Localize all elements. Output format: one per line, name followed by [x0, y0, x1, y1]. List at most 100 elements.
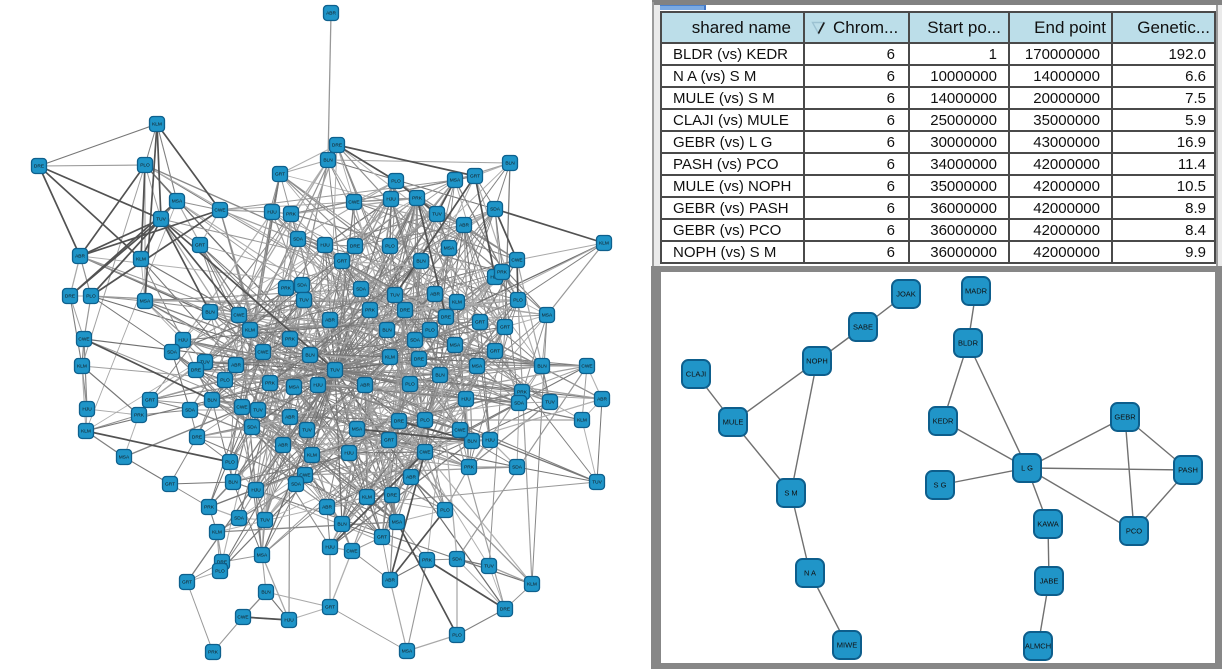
svg-text:BLN: BLN	[228, 480, 238, 486]
svg-text:PRK: PRK	[134, 413, 145, 419]
svg-text:HJU: HJU	[325, 545, 335, 551]
svg-text:DRE: DRE	[350, 244, 360, 250]
svg-text:TUV: TUV	[302, 428, 312, 434]
svg-text:GRT: GRT	[377, 535, 387, 541]
svg-text:SDA: SDA	[291, 482, 302, 488]
svg-text:ABR: ABR	[231, 363, 241, 369]
svg-text:PRK: PRK	[208, 650, 219, 656]
svg-text:BLN: BLN	[537, 364, 547, 370]
svg-text:KEDR: KEDR	[933, 417, 954, 426]
svg-text:CWE: CWE	[237, 615, 248, 621]
svg-text:BLN: BLN	[382, 328, 392, 334]
svg-text:SDA: SDA	[356, 287, 367, 293]
svg-text:GRT: GRT	[145, 398, 155, 404]
svg-text:TUV: TUV	[545, 400, 555, 406]
svg-text:L G: L G	[1021, 464, 1033, 473]
svg-text:PLO: PLO	[140, 163, 150, 169]
svg-text:KLM: KLM	[577, 418, 587, 424]
svg-text:PLO: PLO	[220, 378, 230, 384]
svg-text:PRK: PRK	[412, 196, 423, 202]
svg-text:MSA: MSA	[119, 455, 130, 461]
svg-text:ABR: ABR	[360, 383, 370, 389]
svg-text:KAWA: KAWA	[1037, 520, 1059, 529]
svg-text:MSA: MSA	[392, 520, 403, 526]
svg-text:KLM: KLM	[152, 122, 162, 128]
svg-text:GRT: GRT	[182, 580, 192, 586]
svg-text:MULE: MULE	[723, 418, 744, 427]
svg-text:GRT: GRT	[275, 172, 285, 178]
svg-text:MSA: MSA	[542, 313, 553, 319]
svg-text:JOAK: JOAK	[896, 290, 916, 299]
svg-text:HJU: HJU	[313, 383, 323, 389]
svg-text:KLM: KLM	[385, 355, 395, 361]
svg-text:BLN: BLN	[435, 373, 445, 379]
svg-text:KLM: KLM	[452, 300, 462, 306]
svg-text:GEBR: GEBR	[1114, 413, 1136, 422]
svg-text:GRT: GRT	[500, 325, 510, 331]
svg-text:SDA: SDA	[167, 350, 178, 356]
svg-text:CWE: CWE	[348, 200, 359, 206]
svg-text:BLDR: BLDR	[958, 339, 979, 348]
svg-text:PLO: PLO	[405, 382, 415, 388]
svg-text:PRK: PRK	[497, 270, 508, 276]
svg-text:KLM: KLM	[245, 328, 255, 334]
svg-text:TUV: TUV	[330, 368, 340, 374]
svg-text:ABR: ABR	[278, 443, 288, 449]
svg-text:TUV: TUV	[156, 217, 166, 223]
svg-text:CWE: CWE	[299, 473, 310, 479]
svg-text:MIWE: MIWE	[837, 641, 857, 650]
svg-text:HJU: HJU	[178, 338, 188, 344]
svg-text:KLM: KLM	[136, 257, 146, 263]
svg-text:ALMCH: ALMCH	[1025, 642, 1051, 651]
svg-text:N A: N A	[804, 569, 816, 578]
svg-text:HJU: HJU	[251, 488, 261, 494]
svg-text:HJU: HJU	[82, 407, 92, 413]
svg-text:DRE: DRE	[400, 308, 410, 314]
svg-text:BLN: BLN	[416, 259, 426, 265]
svg-text:KLM: KLM	[212, 530, 222, 536]
svg-text:GRT: GRT	[475, 320, 485, 326]
svg-text:PRK: PRK	[204, 505, 215, 511]
svg-text:PLO: PLO	[225, 460, 235, 466]
svg-text:SDA: SDA	[452, 557, 463, 563]
svg-text:TUV: TUV	[200, 360, 210, 366]
svg-text:PCO: PCO	[1126, 527, 1142, 536]
svg-text:ABR: ABR	[406, 475, 416, 481]
svg-text:PRK: PRK	[281, 286, 292, 292]
svg-text:MSA: MSA	[472, 364, 483, 370]
svg-text:GRT: GRT	[165, 482, 175, 488]
svg-text:S M: S M	[784, 489, 797, 498]
svg-text:NOPH: NOPH	[806, 357, 828, 366]
svg-text:SDA: SDA	[490, 207, 501, 213]
svg-text:BLN: BLN	[467, 439, 477, 445]
svg-text:KLM: KLM	[81, 429, 91, 435]
svg-text:SABE: SABE	[853, 323, 873, 332]
svg-text:KLM: KLM	[599, 241, 609, 247]
svg-text:HJU: HJU	[284, 618, 294, 624]
svg-text:MSA: MSA	[450, 343, 461, 349]
svg-text:TUV: TUV	[592, 480, 602, 486]
svg-text:PASH: PASH	[1178, 466, 1198, 475]
svg-text:PRK: PRK	[365, 308, 376, 314]
svg-text:CWE: CWE	[581, 364, 592, 370]
svg-text:DRE: DRE	[65, 294, 75, 300]
svg-text:KLM: KLM	[527, 582, 537, 588]
svg-text:BLN: BLN	[505, 161, 515, 167]
svg-text:SDA: SDA	[293, 237, 304, 243]
svg-text:SDA: SDA	[512, 465, 523, 471]
svg-text:KLM: KLM	[362, 495, 372, 501]
svg-text:SDA: SDA	[234, 516, 245, 522]
svg-text:TUV: TUV	[299, 298, 309, 304]
svg-text:TUV: TUV	[484, 564, 494, 570]
svg-text:MSA: MSA	[450, 178, 461, 184]
svg-text:BLN: BLN	[207, 398, 217, 404]
svg-text:PLO: PLO	[391, 179, 401, 185]
svg-text:TUV: TUV	[390, 293, 400, 299]
svg-text:PLO: PLO	[215, 569, 225, 575]
svg-text:MSA: MSA	[444, 246, 455, 252]
svg-text:ABR: ABR	[326, 11, 336, 17]
svg-text:SDA: SDA	[297, 283, 308, 289]
svg-text:ABR: ABR	[75, 254, 85, 260]
svg-text:DRE: DRE	[500, 607, 510, 613]
svg-text:GRT: GRT	[384, 438, 394, 444]
